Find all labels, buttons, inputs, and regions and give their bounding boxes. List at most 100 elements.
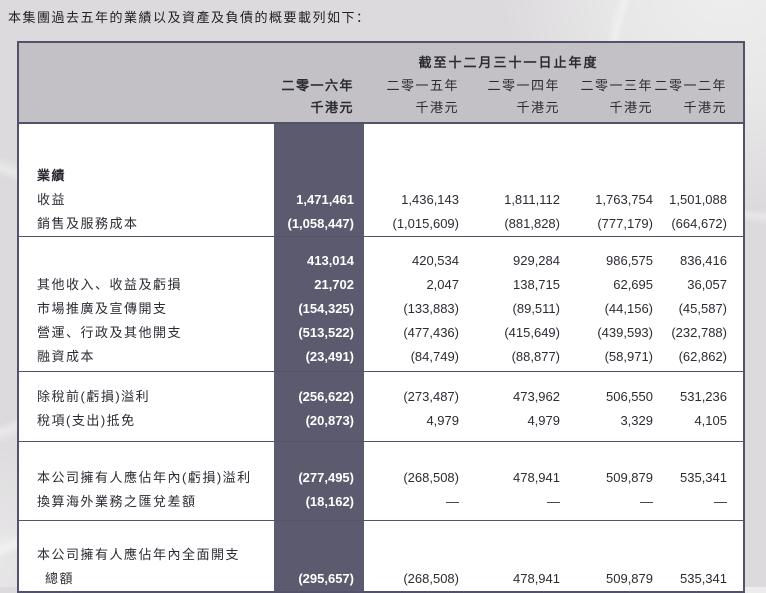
column-unit-header: 千港元 <box>310 100 354 115</box>
table-section: 本公司擁有人應佔年內(虧損)溢利 (277,495) (268,508) 478,94… <box>18 441 744 521</box>
table-row: 換算海外業務之匯兌差額 (18,162) — — — — <box>18 490 744 521</box>
row-label: 其他收入、收益及虧損 <box>37 277 183 292</box>
cell-value <box>560 123 653 188</box>
row-label: 本公司擁有人應佔年內全面開支 <box>37 547 241 562</box>
row-label: 本公司擁有人應佔年內(虧損)溢利 <box>37 470 252 485</box>
cell-value: (89,511) <box>512 301 560 316</box>
cell-value: 1,763,754 <box>595 192 653 207</box>
cell-value: (881,828) <box>504 216 560 231</box>
cell-value: 531,236 <box>680 389 727 404</box>
cell-value: (256,622) <box>274 371 364 409</box>
cell-value: (18,162) <box>274 490 364 521</box>
column-unit-header: 千港元 <box>609 100 653 115</box>
cell-value: (664,672) <box>671 216 727 231</box>
cell-value <box>274 123 364 188</box>
table-row: 營運、行政及其他開支 (513,522) (477,436) (415,649) (43… <box>18 321 744 345</box>
cell-value: 62,695 <box>613 277 653 292</box>
year-header-spacer <box>18 74 274 97</box>
table-row: 業績 <box>18 123 744 188</box>
table-row: 市場推廣及宣傳開支 (154,325) (133,883) (89,511) (44,1… <box>18 297 744 321</box>
table-row: 收益 1,471,461 1,436,143 1,811,112 1,763,754 1,… <box>18 188 744 212</box>
cell-value: 36,057 <box>687 277 727 292</box>
five-year-summary-table: 截至十二月三十一日止年度 二零一六年 二零一五年 二零一四年 二零一三年 二零一二年 千… <box>17 41 745 593</box>
row-label: 業績 <box>37 168 67 183</box>
cell-value: 21,702 <box>274 273 364 297</box>
column-year-header: 二零一二年 <box>654 78 727 93</box>
row-label <box>18 237 274 274</box>
cell-value: (513,522) <box>274 321 364 345</box>
row-label: 銷售及服務成本 <box>37 216 139 231</box>
cell-value: 506,550 <box>606 389 653 404</box>
cell-value <box>560 521 653 568</box>
row-label: 融資成本 <box>37 349 96 364</box>
cell-value: (268,508) <box>403 571 459 586</box>
cell-value: 836,416 <box>680 253 727 268</box>
cell-value: 1,436,143 <box>401 192 459 207</box>
table-section: 除稅前(虧損)溢利 (256,622) (273,487) 473,962 506,55… <box>18 371 744 442</box>
cell-value: (477,436) <box>403 325 459 340</box>
row-label: 總額 <box>45 571 75 586</box>
cell-value: 929,284 <box>513 253 560 268</box>
table-row: 其他收入、收益及虧損 21,702 2,047 138,715 62,695 36,057 <box>18 273 744 297</box>
column-year-header: 二零一三年 <box>580 78 653 93</box>
cell-value: 4,105 <box>694 413 727 428</box>
table-section: 本公司擁有人應佔年內全面開支總額 (295,657) (268,508) 478,94… <box>18 520 744 592</box>
cell-value: (23,491) <box>274 345 364 372</box>
row-label: 市場推廣及宣傳開支 <box>37 301 168 316</box>
cell-value <box>274 520 364 567</box>
unit-header-spacer <box>18 97 274 123</box>
cell-value: (232,788) <box>671 325 727 340</box>
cell-value: 4,979 <box>426 413 459 428</box>
row-label: 營運、行政及其他開支 <box>37 325 183 340</box>
cell-value: (277,495) <box>274 441 364 490</box>
cell-value: 1,811,112 <box>504 192 560 207</box>
cell-value <box>653 123 744 188</box>
cell-value: 420,534 <box>412 253 459 268</box>
table-row: 融資成本 (23,491) (84,749) (88,877) (58,971) (62,… <box>18 345 744 372</box>
column-unit-header: 千港元 <box>415 100 459 115</box>
cell-value: (273,487) <box>403 389 459 404</box>
cell-value: (88,877) <box>511 349 560 364</box>
cell-value: 2,047 <box>426 277 459 292</box>
cell-value: (62,862) <box>678 349 727 364</box>
cell-value: (295,657) <box>274 567 364 592</box>
cell-value: (44,156) <box>604 301 653 316</box>
cell-value: — <box>547 494 560 509</box>
table-row: 銷售及服務成本 (1,058,447) (1,015,609) (881,828) (7… <box>18 212 744 237</box>
cell-value <box>459 521 560 568</box>
cell-value: (45,587) <box>678 301 727 316</box>
cell-value: (1,058,447) <box>274 212 364 237</box>
table-row: 本公司擁有人應佔年內全面開支 <box>18 520 744 568</box>
cell-value: — <box>446 494 459 509</box>
cell-value: 986,575 <box>606 253 653 268</box>
cell-value: (439,593) <box>597 325 653 340</box>
cell-value: (415,649) <box>504 325 560 340</box>
column-year-header: 二零一五年 <box>386 78 459 93</box>
cell-value: 3,329 <box>620 413 653 428</box>
cell-value: (1,015,609) <box>392 216 460 231</box>
row-label: 稅項(支出)抵免 <box>37 413 136 428</box>
cell-value: 478,941 <box>513 470 560 485</box>
unit-header-row: 千港元 千港元 千港元 千港元 千港元 <box>18 97 744 123</box>
cell-value: 413,014 <box>274 236 364 273</box>
table-row: 本公司擁有人應佔年內(虧損)溢利 (277,495) (268,508) 478,94… <box>18 441 744 490</box>
cell-value: 473,962 <box>513 389 560 404</box>
cell-value: 535,341 <box>680 571 727 586</box>
cell-value: — <box>714 494 727 509</box>
table-row: 413,014 420,534 929,284 986,575 836,416 <box>18 236 744 274</box>
cell-value: 138,715 <box>513 277 560 292</box>
row-label: 收益 <box>37 192 67 207</box>
cell-value <box>364 123 459 188</box>
table-header: 截至十二月三十一日止年度 二零一六年 二零一五年 二零一四年 二零一三年 二零一二年 千… <box>18 42 744 123</box>
cell-value: (154,325) <box>274 297 364 321</box>
table-row: 稅項(支出)抵免 (20,873) 4,979 4,979 3,329 4,105 <box>18 409 744 442</box>
cell-value: 1,501,088 <box>669 192 727 207</box>
cell-value: (133,883) <box>403 301 459 316</box>
table-row: 除稅前(虧損)溢利 (256,622) (273,487) 473,962 506,55… <box>18 371 744 409</box>
column-year-header: 二零一四年 <box>487 78 560 93</box>
column-year-header: 二零一六年 <box>281 78 354 93</box>
cell-value: 478,941 <box>513 571 560 586</box>
period-header-row: 截至十二月三十一日止年度 <box>18 42 744 74</box>
page-title: 本集團過去五年的業績以及資產及負債的概要載列如下： <box>8 10 371 25</box>
cell-value: 509,879 <box>606 571 653 586</box>
